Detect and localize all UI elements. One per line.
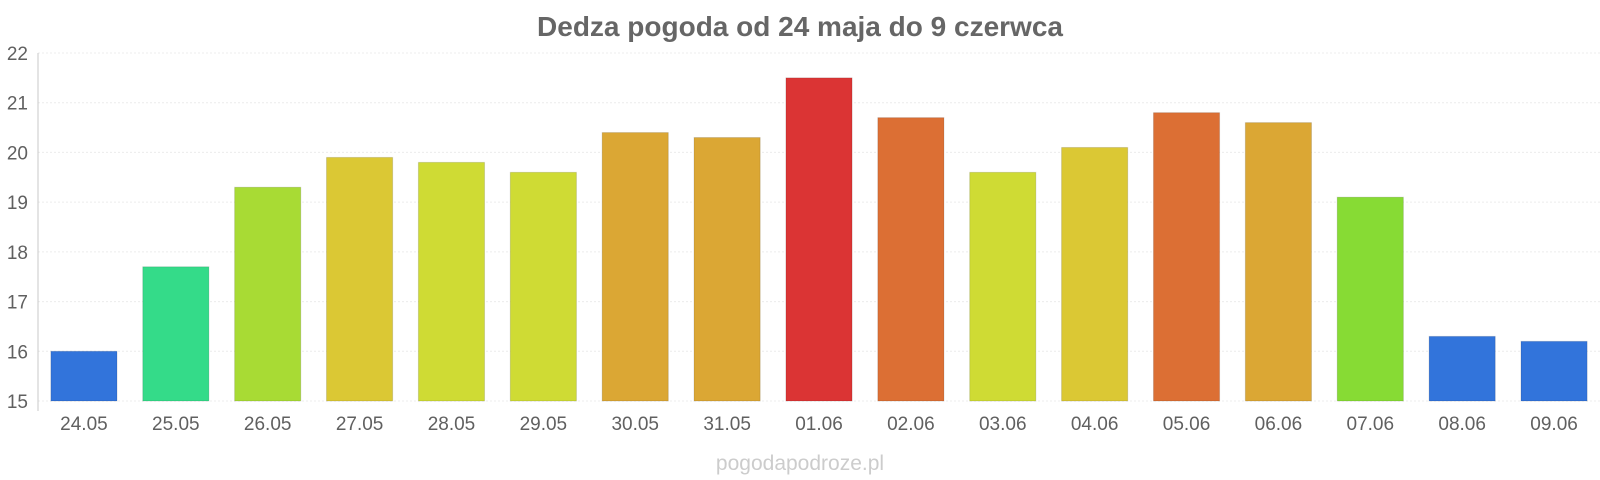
y-axis: 15 16 17 18 19 20 21 22 — [7, 44, 39, 413]
bar-25.05 — [142, 266, 210, 402]
bar-08.06 — [1428, 335, 1496, 402]
bar-28.05 — [417, 161, 486, 402]
y-tick-label: 19 — [7, 193, 28, 214]
bar-24.05 — [50, 350, 118, 402]
chart-title: Dedza pogoda od 24 maja do 9 czerwca — [537, 11, 1063, 42]
x-tick-label: 30.05 — [611, 414, 659, 435]
bar-09.06 — [1520, 340, 1588, 402]
y-tick-label: 21 — [7, 94, 28, 115]
bar-26.05 — [234, 186, 302, 402]
bar-27.05 — [326, 156, 394, 402]
bar-30.05 — [601, 132, 669, 402]
x-tick-label: 29.05 — [520, 414, 568, 435]
y-tick-label: 22 — [7, 44, 28, 65]
y-tick-label: 17 — [7, 293, 28, 314]
x-tick-label: 28.05 — [428, 414, 476, 435]
bar-02.06 — [877, 117, 945, 402]
bar-31.05 — [693, 137, 761, 402]
x-tick-label: 08.06 — [1438, 414, 1486, 435]
y-tick-label: 18 — [7, 243, 28, 264]
x-tick-label: 06.06 — [1255, 414, 1303, 435]
x-tick-label: 26.05 — [244, 414, 292, 435]
x-tick-label: 31.05 — [703, 414, 751, 435]
y-tick-label: 20 — [7, 143, 28, 164]
bar-01.06 — [785, 77, 853, 402]
y-tick-label: 16 — [7, 342, 28, 363]
bar-03.06 — [969, 171, 1037, 402]
y-tick-label: 15 — [7, 392, 28, 413]
x-axis-labels: 24.05 25.05 26.05 27.05 28.05 29.05 30.05 31.05… — [60, 414, 1578, 435]
x-tick-label: 24.05 — [60, 414, 108, 435]
source-watermark: pogodapodroze.pl — [716, 452, 884, 475]
x-tick-label: 09.06 — [1530, 414, 1578, 435]
bar-04.06 — [1061, 146, 1129, 402]
x-tick-label: 04.06 — [1071, 414, 1119, 435]
x-tick-label: 07.06 — [1347, 414, 1395, 435]
x-tick-label: 27.05 — [336, 414, 384, 435]
x-tick-label: 03.06 — [979, 414, 1027, 435]
x-tick-label: 25.05 — [152, 414, 200, 435]
bar-06.06 — [1244, 122, 1312, 402]
x-tick-label: 01.06 — [795, 414, 843, 435]
bar-07.06 — [1336, 196, 1404, 402]
bar-05.06 — [1152, 112, 1221, 402]
x-tick-label: 02.06 — [887, 414, 935, 435]
x-tick-label: 05.06 — [1163, 414, 1211, 435]
bars — [50, 77, 1588, 402]
bar-29.05 — [509, 171, 577, 402]
